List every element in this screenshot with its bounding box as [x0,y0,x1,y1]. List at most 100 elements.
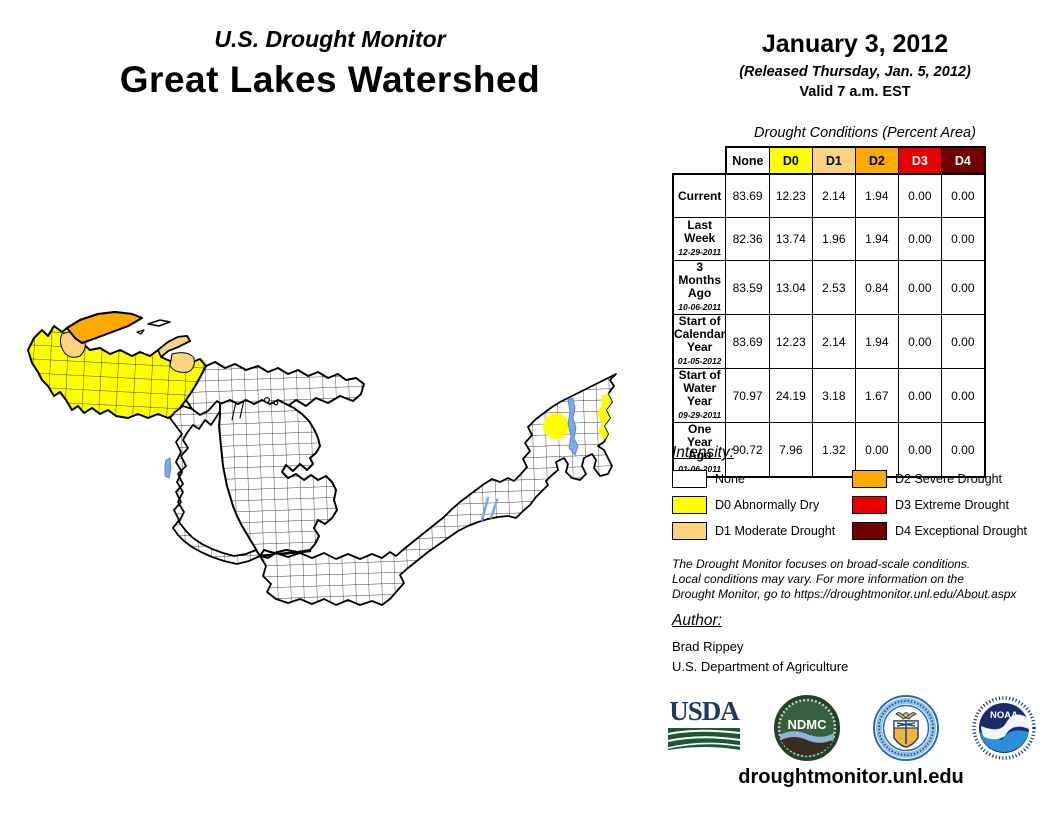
row-label: One Year Ago01-06-2011 [672,422,727,478]
release-date: (Released Thursday, Jan. 5, 2012) [739,64,971,80]
value-cell-d1: 1.96 [811,217,856,261]
value-cell-d0: 7.96 [768,422,813,478]
value-cell-d4: 0.00 [940,260,986,315]
map-region-lower-michigan [218,396,338,558]
great-lakes-watershed-map [27,311,617,606]
footer-url: droughtmonitor.unl.edu [738,766,964,788]
value-cell-d0: 13.04 [768,260,813,315]
legend-item-d0: D0 Abnormally Dry [672,495,852,514]
value-cell-d2: 1.94 [854,173,899,218]
column-header-d3: D3 [897,146,942,175]
legend-swatch-d2 [852,469,887,488]
legend-label-d2: D2 Severe Drought [895,471,1003,486]
date-block: January 3, 2012 (Released Thursday, Jan.… [672,30,1038,100]
map-d2-arm-north-shore [66,311,143,344]
value-cell-d0: 24.19 [768,368,813,423]
value-cell-d4: 0.00 [940,173,986,218]
legend-item-d3: D3 Extreme Drought [852,495,1027,514]
table-header-row: None D0 D1 D2 D3 D4 [673,146,986,175]
lake-champlain [567,397,579,456]
legend-swatch-none [672,469,707,488]
value-cell-d3: 0.00 [897,173,942,218]
column-header-d0: D0 [768,146,813,175]
value-cell-d2: 1.94 [854,217,899,261]
value-cell-d3: 0.00 [897,217,942,261]
legend-column-right: D2 Severe Drought D3 Extreme Drought D4 Ex… [852,469,1027,540]
author-block: Author: Brad Rippey U.S. Department of A… [672,612,1042,674]
legend-title: Intensity: [672,444,735,461]
row-date: 01-05-2012 [677,356,722,366]
legend-item-d4: D4 Exceptional Drought [852,521,1027,540]
table-row: 3 Months Ago 10-06-2011 83.59 13.04 2.53 0.84… [672,260,986,315]
column-header-d1: D1 [811,146,856,175]
value-cell-none: 83.59 [725,260,770,315]
value-cell-d1: 2.14 [811,173,856,218]
value-cell-d3: 0.00 [897,368,942,423]
finger-lakes [480,496,499,522]
table-title: Drought Conditions (Percent Area) [754,125,976,141]
disclaimer-text: The Drought Monitor focuses on broad-sca… [672,557,1017,601]
mackinac-island [264,396,271,403]
page-title: Great Lakes Watershed [119,59,541,100]
michigan-ohio-state-line [258,549,312,558]
valid-time: Valid 7 a.m. EST [799,84,911,100]
usda-field-icon [667,728,741,750]
value-cell-d2: 0.84 [854,260,899,315]
straits-island [273,400,279,406]
value-cell-d1: 2.14 [811,314,856,369]
legend-label-d0: D0 Abnormally Dry [715,497,820,512]
value-cell-none: 83.69 [725,173,770,218]
report-supertitle: U.S. Drought Monitor [214,26,446,52]
author-name: Brad Rippey [672,639,744,654]
value-cell-d3: 0.00 [897,260,942,315]
author-heading: Author: [672,612,722,629]
row-label: Start of Calendar Year 01-05-2012 [672,314,727,369]
map-d0-patch-adirondacks [543,413,569,439]
legend-swatch-d3 [852,495,887,514]
usda-logo: USDA [666,698,742,758]
value-cell-d1: 3.18 [811,368,856,423]
value-cell-d0: 13.74 [768,217,813,261]
value-cell-d3: 0.00 [897,314,942,369]
department-of-commerce-seal [873,695,939,761]
table-row: Start of Calendar Year 01-05-2012 83.69 12.… [672,314,986,369]
value-cell-d4: 0.00 [940,368,986,423]
value-cell-d4: 0.00 [940,217,986,261]
column-header-d4: D4 [940,146,986,175]
title-block: U.S. Drought Monitor Great Lakes Watersh… [40,26,620,101]
legend-item-d1: D1 Moderate Drought [672,521,852,540]
legend-swatch-d0 [672,495,707,514]
row-date: 01-06-2011 [674,463,725,476]
value-cell-none: 70.97 [725,368,770,423]
row-date: 12-29-2011 [678,247,722,257]
value-cell-d2: 0.00 [854,422,899,478]
county-grid-mitten [219,400,337,556]
ndmc-logo-text: NDMC [788,717,828,732]
legend-label-d1: D1 Moderate Drought [715,523,836,538]
table-row: Last Week 12-29-2011 82.36 13.74 1.96 1.94 0.0… [672,217,986,261]
legend-swatch-d4 [852,521,887,540]
small-island [136,329,145,335]
legend-item-d2: D2 Severe Drought [852,469,1027,488]
map-d1-patch-upper-michigan [169,352,195,373]
report-date: January 3, 2012 [761,30,949,58]
legend-swatch-d1 [672,521,707,540]
value-cell-d4: 0.00 [940,422,986,478]
value-cell-d4: 0.00 [940,314,986,369]
column-header-d2: D2 [854,146,899,175]
grand-traverse-bays [231,399,245,421]
row-label: Start of Water Year 09-29-2011 [672,368,727,423]
intensity-legend: Intensity: None D0 Abnormally Dry D1 Moder… [672,444,1042,540]
row-label: Last Week 12-29-2011 [672,217,727,261]
value-cell-d2: 1.94 [854,314,899,369]
value-cell-d1: 1.32 [811,422,856,478]
legend-label-d3: D3 Extreme Drought [895,497,1009,512]
row-date: 09-29-2011 [678,410,722,420]
value-cell-d1: 2.53 [811,260,856,315]
row-label: Current [672,173,727,218]
ndmc-logo: NDMC [774,695,840,761]
legend-item-none: None [672,469,852,488]
row-label: 3 Months Ago 10-06-2011 [672,260,727,315]
isle-royale-island [147,319,171,327]
